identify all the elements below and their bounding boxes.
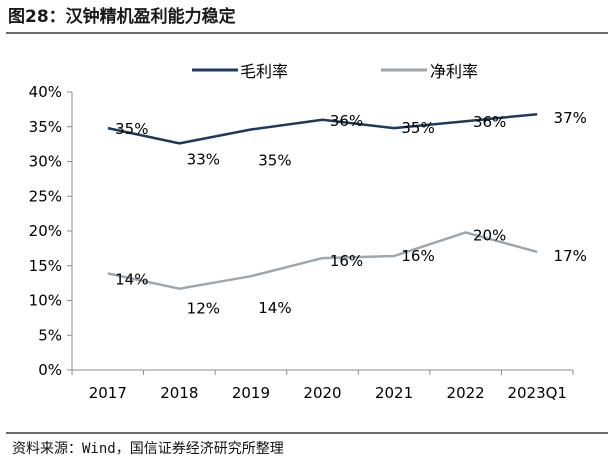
data-point [464, 119, 468, 123]
data-point [321, 118, 325, 122]
data-point [535, 112, 539, 116]
data-label: 36% [473, 113, 506, 131]
data-label: 35% [258, 152, 291, 170]
y-tick-label: 10% [29, 292, 62, 310]
data-label: 14% [258, 299, 291, 317]
data-point [177, 287, 181, 291]
series-line-gross [107, 112, 538, 145]
data-label: 37% [554, 109, 587, 127]
legend-label-net: 净利率 [430, 62, 478, 81]
data-label: 33% [187, 150, 220, 168]
y-tick-label: 40% [29, 83, 62, 101]
title-rule [6, 32, 608, 34]
data-label: 20% [473, 226, 506, 244]
data-label: 16% [401, 247, 434, 265]
data-point [249, 274, 253, 278]
x-tick-label: 2020 [303, 384, 341, 402]
legend-label-gross: 毛利率 [240, 62, 288, 81]
data-point [464, 230, 468, 234]
data-point [392, 126, 396, 130]
figure-title: 图28：汉钟精机盈利能力稳定 [8, 7, 236, 27]
y-tick-label: 35% [29, 118, 62, 136]
x-tick-label: 2023Q1 [507, 384, 567, 402]
data-point [321, 256, 325, 260]
data-point [392, 254, 396, 258]
y-tick-label: 5% [38, 326, 62, 344]
axes: 0% 5% 10% 15% 20% 25% 30% 35% 40% 2017 2018 2019 202… [29, 83, 574, 402]
data-point [106, 271, 110, 275]
data-label: 35% [115, 120, 148, 138]
x-tick-label: 2018 [160, 384, 198, 402]
x-tick-label: 2021 [375, 384, 413, 402]
data-label: 12% [187, 300, 220, 318]
data-label: 36% [330, 112, 363, 130]
data-point [177, 141, 181, 145]
data-label: 17% [554, 247, 587, 265]
data-point [106, 126, 110, 130]
source-note: 资料来源：Wind，国信证券经济研究所整理 [12, 441, 284, 457]
y-tick-label: 0% [38, 361, 62, 379]
y-tick-label: 20% [29, 222, 62, 240]
y-tick-label: 30% [29, 153, 62, 171]
legend: 毛利率 净利率 [192, 62, 478, 81]
data-label: 35% [401, 119, 434, 137]
series-line-net [107, 231, 538, 290]
x-tick-label: 2019 [232, 384, 270, 402]
x-tick-label: 2017 [89, 384, 127, 402]
y-tick-label: 25% [29, 187, 62, 205]
y-tick-label: 15% [29, 257, 62, 275]
source-rule [6, 432, 608, 434]
data-label: 14% [115, 270, 148, 288]
data-point [535, 250, 539, 254]
data-point [249, 128, 253, 132]
x-tick-label: 2022 [447, 384, 485, 402]
data-label: 16% [330, 252, 363, 270]
series-group: 35% 33% 35% 36% 35% 36% 37% 14% 12% 14% 16% 16% 20% 1… [106, 109, 587, 318]
